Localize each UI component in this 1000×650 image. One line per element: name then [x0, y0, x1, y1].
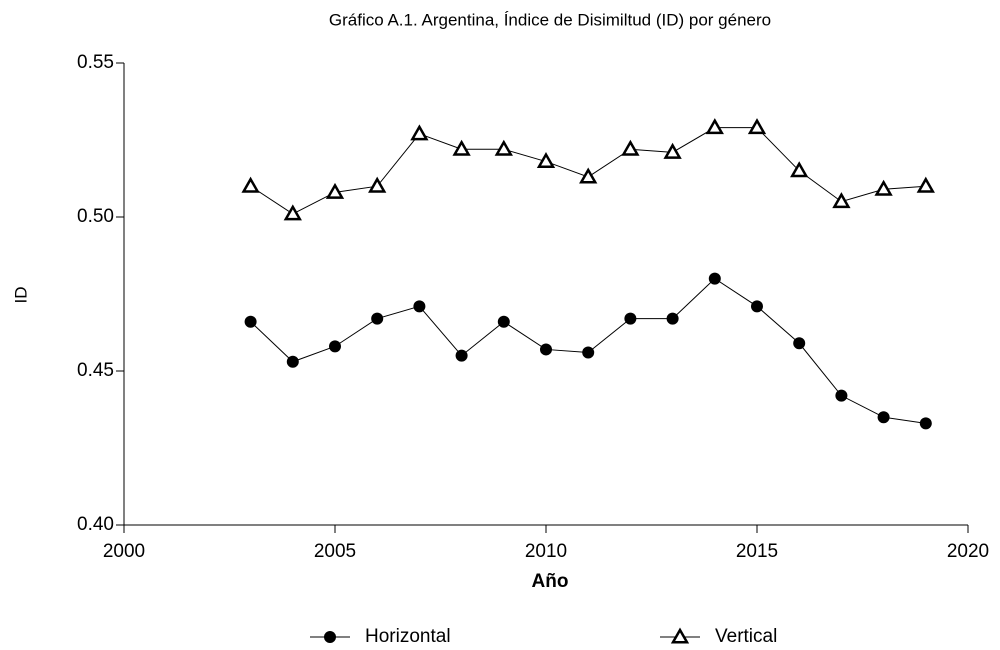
marker-triangle — [410, 124, 429, 141]
marker-triangle — [790, 161, 809, 178]
marker-circle — [286, 355, 299, 368]
marker-triangle — [241, 176, 260, 193]
marker-triangle — [283, 204, 302, 221]
marker-triangle — [705, 118, 724, 135]
marker-circle — [540, 343, 552, 356]
marker-triangle — [368, 176, 387, 193]
x-tick-label: 2005 — [314, 541, 356, 562]
marker-triangle — [916, 176, 935, 193]
marker-triangle — [747, 118, 767, 135]
y-tick-label: 0.50 — [77, 206, 114, 227]
marker-circle — [835, 389, 848, 402]
marker-circle — [244, 315, 257, 328]
marker-circle — [666, 312, 679, 325]
marker-triangle — [536, 152, 556, 169]
chart-title: Gráfico A.1. Argentina, Índice de Disimi… — [329, 10, 771, 29]
legend-label: Horizontal — [365, 626, 451, 647]
x-tick-label: 2010 — [525, 541, 567, 562]
marker-circle — [624, 312, 637, 325]
marker-triangle — [579, 167, 598, 184]
marker-triangle — [670, 627, 690, 644]
marker-circle — [582, 346, 595, 359]
y-tick-label: 0.40 — [77, 514, 114, 535]
x-tick-label: 2020 — [947, 541, 989, 562]
marker-circle — [708, 272, 721, 285]
marker-triangle — [621, 139, 640, 156]
marker-circle — [329, 340, 341, 353]
marker-circle — [751, 300, 763, 313]
y-tick-label: 0.55 — [77, 52, 114, 73]
marker-circle — [919, 417, 932, 430]
marker-triangle — [452, 139, 471, 156]
marker-triangle — [494, 139, 513, 156]
x-axis-label: Año — [532, 571, 569, 592]
marker-triangle — [832, 192, 851, 209]
x-tick-label: 2015 — [736, 541, 778, 562]
marker-triangle — [325, 182, 345, 199]
marker-circle — [371, 312, 384, 325]
marker-circle — [455, 349, 468, 362]
y-axis-label: ID — [11, 287, 30, 304]
x-tick-label: 2000 — [103, 541, 145, 562]
marker-circle — [877, 411, 890, 424]
marker-circle — [413, 300, 426, 313]
y-tick-label: 0.45 — [77, 360, 114, 381]
marker-circle — [324, 631, 336, 643]
marker-circle — [793, 337, 806, 350]
legend-label: Vertical — [715, 626, 777, 647]
marker-triangle — [663, 142, 682, 159]
marker-circle — [497, 315, 510, 328]
marker-triangle — [874, 179, 893, 196]
